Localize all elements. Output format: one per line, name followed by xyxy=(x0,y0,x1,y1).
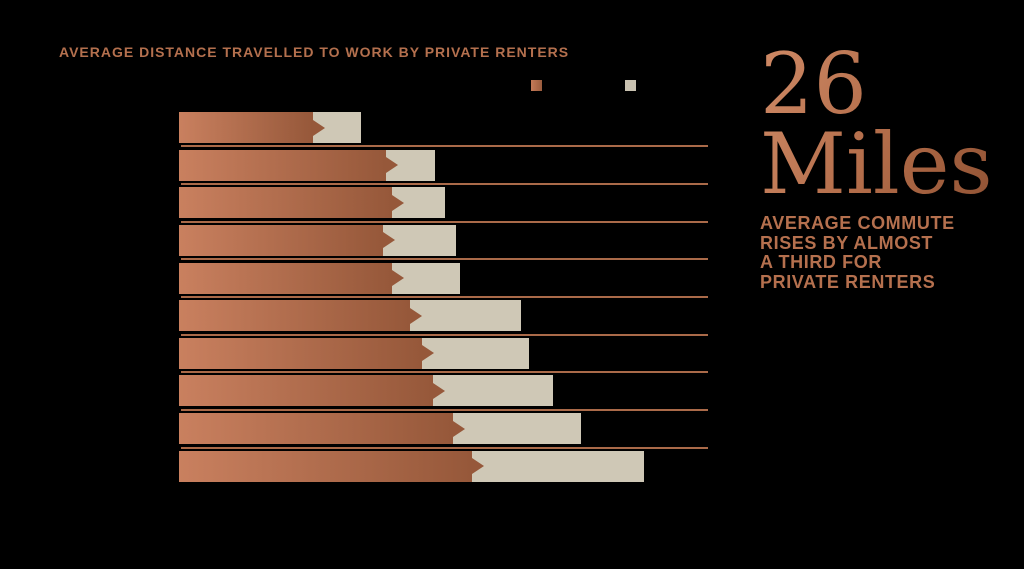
bar-beige-segment xyxy=(422,337,529,369)
bar-arrow-icon xyxy=(472,458,484,475)
legend-swatch-beige xyxy=(625,80,636,91)
bar-copper-segment xyxy=(179,375,433,407)
row-divider-line xyxy=(181,258,708,261)
bar-beige-segment xyxy=(383,224,456,256)
bar-row xyxy=(179,337,708,376)
row-divider-line xyxy=(181,145,708,148)
bar-row xyxy=(179,262,708,301)
bar-arrow-icon xyxy=(453,420,465,437)
callout-panel: 26 Miles AVERAGE COMMUTE RISES BY ALMOST… xyxy=(760,44,1010,291)
callout-caption-line: RISES BY ALMOST xyxy=(760,232,934,253)
bar-copper-segment xyxy=(179,300,410,332)
row-divider-line xyxy=(181,371,708,374)
bar-arrow-icon xyxy=(410,307,422,324)
bar-beige-segment xyxy=(433,375,553,407)
row-divider-line xyxy=(181,295,708,298)
bar-arrow-icon xyxy=(313,119,325,136)
bar-arrow-icon xyxy=(386,157,398,174)
bar-chart xyxy=(179,112,708,492)
bar-copper-segment xyxy=(179,187,392,219)
callout-big-number: 26 Miles xyxy=(760,44,1010,204)
bar-arrow-icon xyxy=(433,382,445,399)
legend-swatch-copper xyxy=(531,80,542,91)
bar-arrow-icon xyxy=(383,232,395,249)
row-divider-line xyxy=(181,408,708,411)
bar-arrow-icon xyxy=(422,345,434,362)
callout-caption: AVERAGE COMMUTE RISES BY ALMOST A THIRD … xyxy=(760,213,955,292)
bar-copper-segment xyxy=(179,149,386,181)
bar-row xyxy=(179,413,708,451)
bar-row xyxy=(179,187,708,225)
row-divider-line xyxy=(181,183,708,186)
callout-caption-line: A THIRD FOR xyxy=(760,252,882,272)
chart-title: AVERAGE DISTANCE TRAVELLED TO WORK BY PR… xyxy=(59,44,570,60)
bar-copper-segment xyxy=(179,413,453,445)
callout-caption-line: AVERAGE COMMUTE xyxy=(760,213,955,233)
bar-copper-segment xyxy=(179,224,383,256)
bar-row xyxy=(179,300,708,338)
bar-beige-segment xyxy=(453,413,581,445)
bar-row xyxy=(179,375,708,413)
row-divider-line xyxy=(181,220,708,223)
bar-copper-segment xyxy=(179,262,392,294)
bar-arrow-icon xyxy=(392,270,404,287)
bar-row xyxy=(179,112,708,150)
callout-caption-line: PRIVATE RENTERS xyxy=(760,271,936,292)
bar-copper-segment xyxy=(179,112,313,143)
bar-beige-segment xyxy=(472,450,644,482)
row-divider-line xyxy=(181,333,708,336)
bar-row xyxy=(179,224,708,263)
bar-arrow-icon xyxy=(392,194,404,211)
bar-copper-segment xyxy=(179,450,472,482)
bar-row xyxy=(179,450,708,489)
callout-value: 26 xyxy=(760,35,867,133)
callout-unit: Miles xyxy=(760,115,993,213)
row-divider-line xyxy=(181,446,708,449)
bar-row xyxy=(179,149,708,188)
bar-copper-segment xyxy=(179,337,422,369)
bar-beige-segment xyxy=(410,300,521,332)
